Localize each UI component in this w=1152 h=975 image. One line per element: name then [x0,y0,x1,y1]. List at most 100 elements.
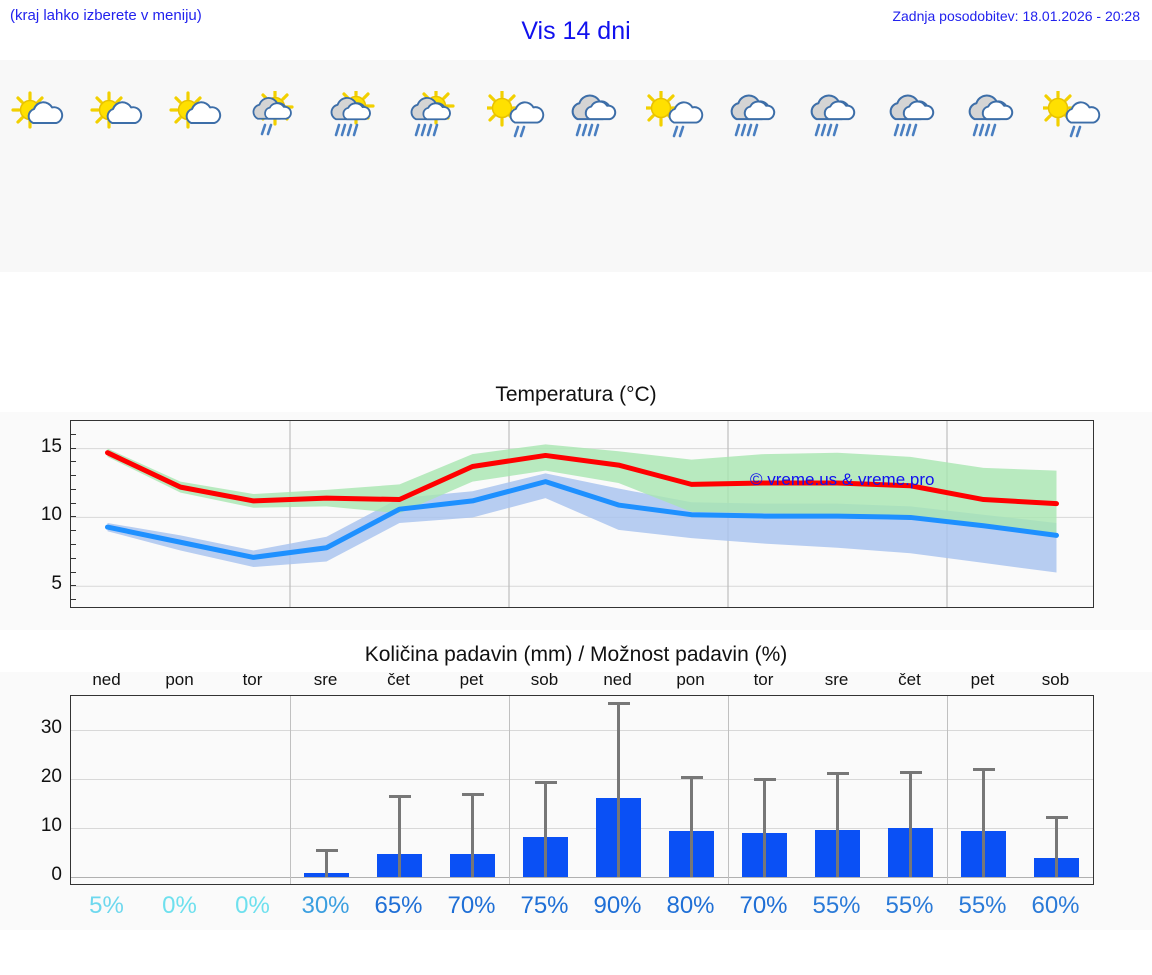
precipitation-probability-label: 55% [885,892,934,919]
location-hint: (kraj lahko izberete v meniju) [10,7,202,24]
temperature-axis-tick [70,557,76,559]
last-updated: Zadnja posodobitev: 18.01.2026 - 20:28 [892,8,1140,24]
temperature-chart-title: Temperatura (°C) [0,380,1152,412]
precipitation-probability-label: 5% [89,892,124,919]
precipitation-day-label: sre [824,670,849,689]
precipitation-day-label: sob [1041,670,1070,689]
precipitation-day-label: pon [676,670,705,689]
precipitation-gridline [71,876,1093,878]
daily-forecast-strip [0,60,1152,272]
temperature-axis-tick [70,571,76,573]
day-column[interactable] [1032,60,1111,272]
daily-forecast-columns [0,60,1152,272]
precipitation-day-label: tor [753,670,774,689]
precipitation-probability-label: 70% [739,892,788,919]
page-header: (kraj lahko izberete v meniju) Vis 14 dn… [0,0,1152,60]
precipitation-error-bar [909,770,912,877]
cloud-heavy-rain-icon [963,90,1021,142]
precipitation-chart-title: Količina padavin (mm) / Možnost padavin … [0,640,1152,672]
temperature-axis-tick [70,599,76,601]
temperature-axis-tick [70,502,76,504]
sun-behind-heavy-rain-icon [328,90,386,142]
precipitation-y-tick-label: 30 [40,717,62,739]
precipitation-gridline-vertical [509,696,510,884]
precipitation-error-bar [1055,816,1058,877]
precipitation-probability-label: 0% [235,892,270,919]
sun-cloud-light-rain-icon [487,90,545,142]
temperature-axis-tick [70,433,76,435]
day-column[interactable] [953,60,1032,272]
precipitation-probability-label: 70% [447,892,496,919]
precipitation-day-label: ned [92,670,121,689]
precipitation-probability-label: 65% [374,892,423,919]
precipitation-probability-label: 80% [666,892,715,919]
day-column[interactable] [556,60,635,272]
precipitation-error-cap [607,701,630,705]
sun-cloud-light-rain-icon [645,90,704,142]
precipitation-day-label: čet [898,670,921,689]
precipitation-gridline [71,730,1093,732]
precipitation-y-tick-label: 10 [40,814,62,836]
precipitation-error-bar [982,767,985,877]
temperature-axis-tick [70,461,76,463]
precipitation-error-bar [763,778,766,877]
precipitation-error-bar [617,701,620,877]
precipitation-gridline [71,827,1093,829]
cloud-heavy-rain-icon [805,90,863,142]
precipitation-chart: Količina padavin (mm) / Možnost padavin … [0,640,1152,930]
temperature-y-tick-label: 5 [51,573,62,595]
precipitation-plot-area [70,695,1094,885]
precipitation-error-cap [680,776,703,780]
precipitation-error-cap [534,781,557,785]
sun-behind-cloud-icon [90,90,148,142]
temperature-axis-tick [70,516,76,518]
temperature-axis-tick [70,447,76,449]
temperature-axis-tick [70,475,76,477]
temperature-y-tick-label: 15 [40,435,62,457]
day-column[interactable] [159,60,238,272]
cloud-heavy-rain-icon [566,90,624,142]
day-column[interactable] [318,60,397,272]
precipitation-day-label: ned [603,670,632,689]
day-column[interactable] [873,60,952,272]
cloud-heavy-rain-icon [884,90,942,142]
sun-behind-cloud-icon [169,90,227,142]
sun-behind-cloud-icon [11,90,69,142]
precipitation-probability-label: 60% [1031,892,1080,919]
precipitation-probability-label: 0% [162,892,197,919]
temperature-plot-svg [71,421,1093,607]
precipitation-gridline-vertical [947,696,948,884]
day-column[interactable] [79,60,158,272]
precipitation-y-tick-label: 0 [51,863,62,885]
sun-cloud-light-rain-icon [1042,90,1101,142]
day-column[interactable] [397,60,476,272]
day-column[interactable] [238,60,317,272]
precipitation-y-tick-label: 20 [40,766,62,787]
sun-behind-heavy-rain-icon [408,90,466,142]
precipitation-error-bar [836,771,839,877]
day-column[interactable] [794,60,873,272]
precipitation-error-cap [315,849,338,853]
page-title: Vis 14 dni [521,17,631,45]
precipitation-day-label: pet [459,670,484,689]
precipitation-error-cap [826,771,849,775]
precipitation-probability-label: 30% [301,892,350,919]
precipitation-error-bar [398,794,401,877]
precipitation-error-cap [753,778,776,782]
day-column[interactable] [476,60,555,272]
copyright-label: © vreme.us & vreme.pro [750,470,935,489]
day-column[interactable] [0,60,79,272]
cloud-heavy-rain-icon [725,90,783,142]
precipitation-day-label: pon [165,670,194,689]
precipitation-error-cap [388,794,411,798]
precipitation-error-bar [325,849,328,877]
precipitation-probability-label: 75% [520,892,569,919]
temperature-axis-tick [70,530,76,532]
precipitation-gridline [71,779,1093,780]
precipitation-gridline-vertical [728,696,729,884]
precipitation-error-cap [1045,816,1068,820]
day-column[interactable] [715,60,794,272]
temperature-plot-area [70,420,1094,608]
temperature-axis-tick [70,585,76,587]
day-column[interactable] [635,60,714,272]
